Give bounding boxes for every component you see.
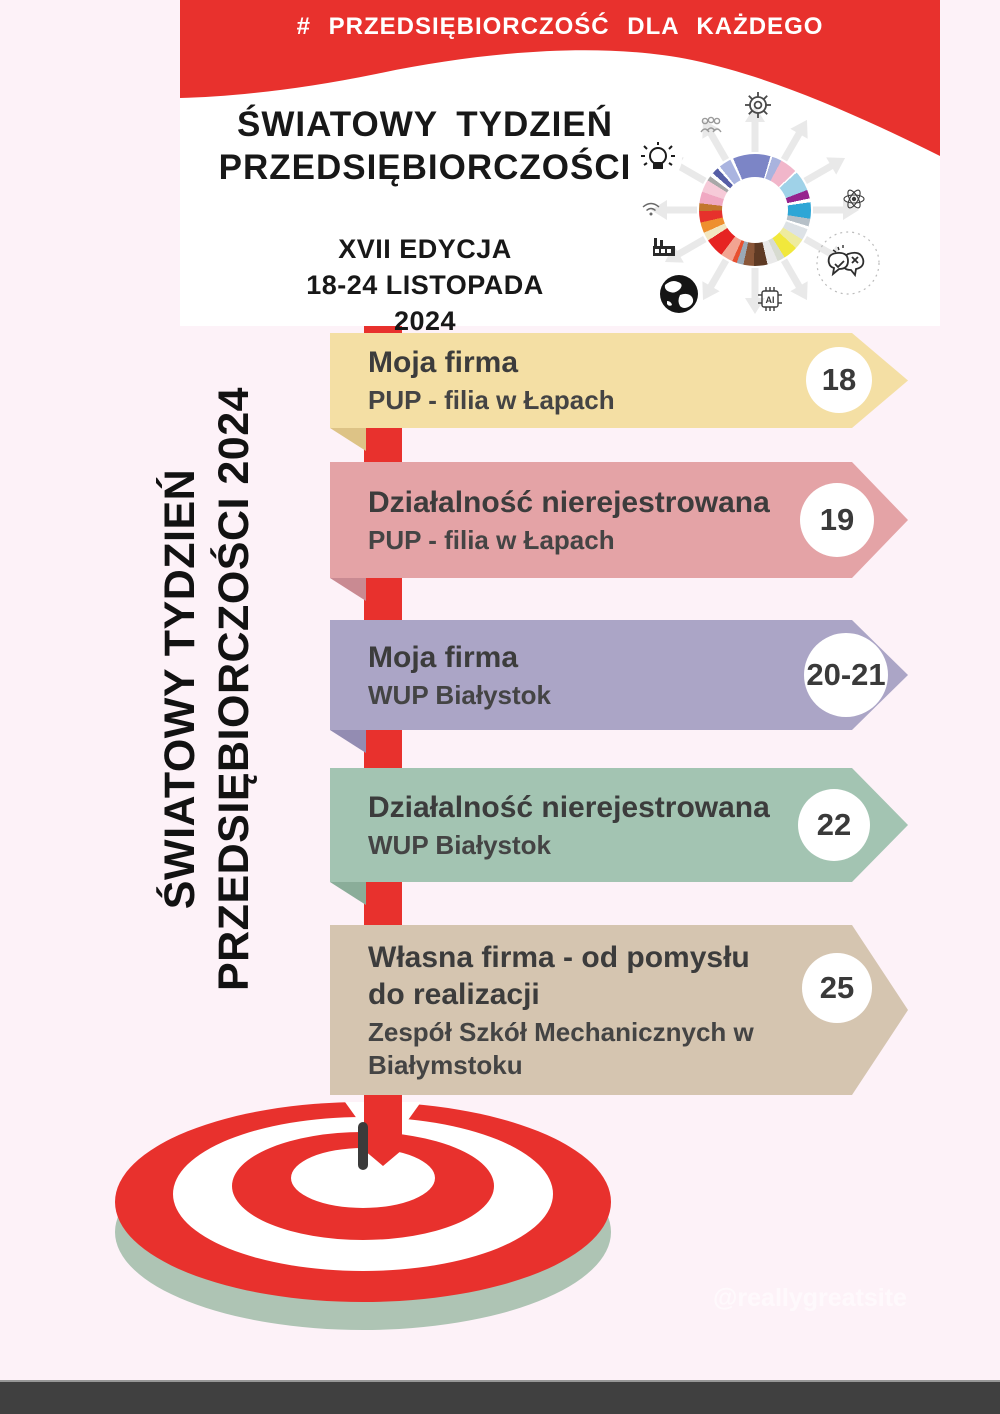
page-title-line1: ŚWIATOWY TYDZIEŃ	[237, 105, 613, 144]
event-ribbon-1: Moja firma PUP - filia w Łapach 18	[330, 333, 908, 451]
event-day-badge: 19	[800, 483, 874, 557]
gew-logo: AI	[575, 58, 935, 326]
page-title-line2: PRZEDSIĘBIORCZOŚCI	[218, 148, 632, 187]
header-red-wave	[180, 0, 940, 156]
edition-label: XVII EDYCJA	[338, 234, 512, 264]
factory-icon	[653, 238, 675, 256]
event-organizer: PUP - filia w Łapach	[368, 385, 615, 415]
event-ribbon-2: Działalność nierejestrowana PUP - filia …	[330, 462, 908, 601]
chat-bubbles-icon	[816, 231, 880, 295]
footer-bar	[0, 1380, 1000, 1414]
vertical-title-line2: PRZEDSIĘBIORCZOŚCI 2024	[210, 386, 258, 992]
vertical-title-line1: ŚWIATOWY TYDZIEŃ	[156, 468, 204, 910]
event-day-badge: 22	[798, 789, 870, 861]
year-label: 2024	[393, 306, 457, 336]
hashtag-banner: # PRZEDSIĘBIORCZOŚĆ DLA KAŻDEGO	[296, 13, 824, 40]
ribbon-fold	[330, 428, 366, 451]
watermark: @reallygreatsite	[713, 1284, 907, 1312]
event-day-badge: 18	[806, 347, 872, 413]
header-card: # PRZEDSIĘBIORCZOŚĆ DLA KAŻDEGO ŚWIATOWY…	[180, 0, 940, 336]
event-organizer: WUP Białystok	[368, 829, 552, 860]
event-day-badge: 25	[802, 953, 872, 1023]
event-ribbon-3: Moja firma WUP Białystok 20-21	[330, 620, 908, 753]
logo-color-wheel	[699, 154, 811, 266]
event-title: Działalność nierejestrowana	[368, 790, 770, 824]
wifi-icon	[642, 202, 660, 216]
event-ribbon-shape: Moja firma WUP Białystok	[330, 620, 908, 730]
event-ribbon-shape: Działalność nierejestrowana PUP - filia …	[330, 462, 908, 578]
event-title: Moja firma	[368, 346, 519, 379]
ribbon-fold	[330, 578, 366, 601]
target-bullseye-illustration	[115, 1102, 611, 1330]
ai-chip-icon: AI	[758, 287, 782, 311]
vertical-title: ŚWIATOWY TYDZIEŃ PRZEDSIĘBIORCZOŚCI 2024	[153, 349, 263, 1029]
event-title: Własna firma - od pomysłu do realizacji	[368, 940, 750, 1011]
atom-icon	[843, 189, 865, 209]
event-title: Działalność nierejestrowana	[368, 485, 770, 519]
target-pin	[358, 1122, 368, 1170]
ribbon-fold	[330, 882, 366, 905]
gear-icon	[745, 92, 771, 118]
ribbon-fold	[330, 730, 366, 753]
people-icon	[700, 116, 722, 133]
event-organizer: Zespół Szkół Mechanicznych w Białymstoku	[368, 1016, 754, 1080]
globe-icon	[656, 271, 702, 317]
event-organizer: PUP - filia w Łapach	[368, 524, 615, 555]
event-ribbon-4: Działalność nierejestrowana WUP Białysto…	[330, 768, 908, 905]
page-title: ŚWIATOWY TYDZIEŃ PRZEDSIĘBIORCZOŚCI	[180, 103, 670, 189]
edition-block: XVII EDYCJA 18-24 LISTOPADA 2024	[180, 231, 670, 339]
lightbulb-icon	[632, 133, 682, 183]
svg-text:AI: AI	[766, 295, 775, 305]
dates-label: 18-24 LISTOPADA	[306, 270, 544, 300]
event-organizer: WUP Białystok	[368, 679, 552, 710]
event-ribbon-5: Własna firma - od pomysłu do realizacji …	[330, 925, 908, 1095]
event-day-badge: 20-21	[804, 633, 888, 717]
event-title: Moja firma	[368, 640, 519, 674]
